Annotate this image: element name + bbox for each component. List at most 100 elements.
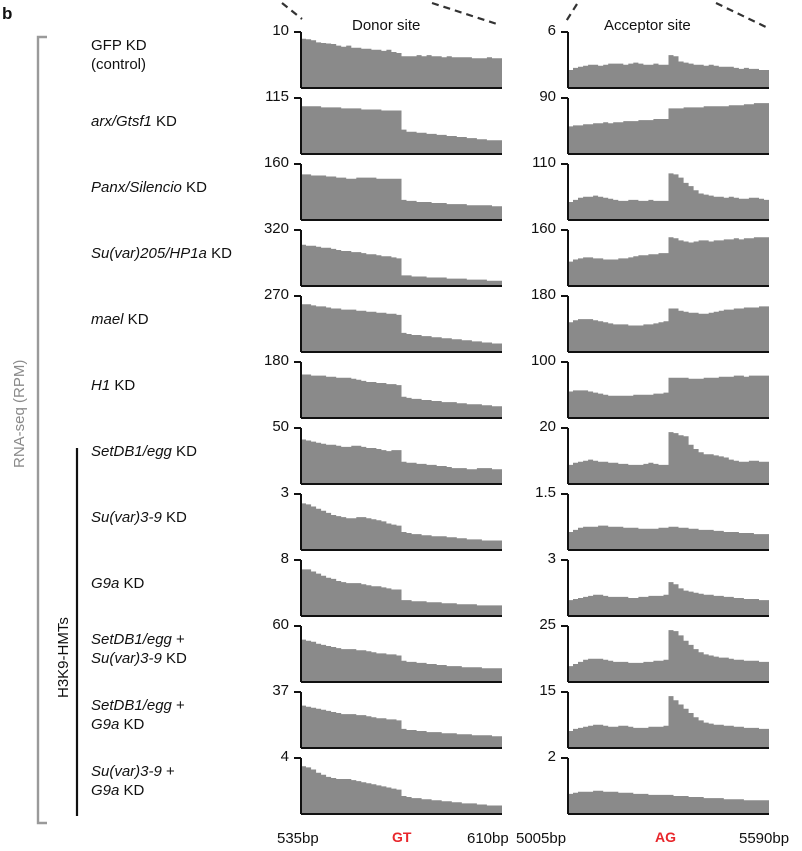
rna-seq-bracket xyxy=(36,35,47,825)
donor-coverage-area xyxy=(301,439,502,484)
row-label-line: SetDB1/egg KD xyxy=(91,442,197,461)
row-label-line: mael KD xyxy=(91,310,149,329)
acceptor-ymax-label: 90 xyxy=(539,88,556,105)
row-label: Su(var)205/HP1a KD xyxy=(91,244,232,263)
donor-coverage-area xyxy=(301,569,502,616)
acceptor-ymax-label: 180 xyxy=(530,286,556,303)
acceptor-ag-mark: AG xyxy=(655,829,676,845)
row-label-part: KD xyxy=(119,716,145,733)
row-label-part: KD xyxy=(119,782,145,799)
donor-ymax-label: 270 xyxy=(263,286,289,303)
y-axis-label: RNA-seq (RPM) xyxy=(11,359,28,468)
panel-label: b xyxy=(2,4,13,23)
acceptor-x-start: 5005bp xyxy=(516,830,567,847)
donor-ymax-label: 50 xyxy=(272,418,289,435)
donor-ymax-label: 3 xyxy=(280,484,289,501)
acceptor-ymax-label: 1.5 xyxy=(535,484,556,501)
acceptor-coverage-area xyxy=(568,790,769,814)
acceptor-zoom-line-left xyxy=(564,3,578,24)
row-label-line: Su(var)3-9 + xyxy=(91,762,175,781)
donor-zoom-line-left xyxy=(281,2,303,20)
donor-coverage-area xyxy=(301,766,502,814)
row-label-part: KD xyxy=(181,179,207,196)
row-label-part: Panx/Silencio xyxy=(91,179,182,196)
acceptor-ymax-label: 110 xyxy=(532,154,556,171)
row-label-line: Panx/Silencio KD xyxy=(91,178,207,197)
acceptor-zoom-line-right xyxy=(715,2,769,29)
donor-gt-mark: GT xyxy=(392,829,412,845)
row-label-line: G9a KD xyxy=(91,574,144,593)
acceptor-ymax-label: 6 xyxy=(547,22,556,39)
acceptor-ymax-label: 3 xyxy=(547,550,556,567)
row-label-line: Su(var)3-9 KD xyxy=(91,649,187,668)
row-label: SetDB1/egg KD xyxy=(91,442,197,461)
donor-ymax-label: 4 xyxy=(280,748,289,765)
row-label-part: KD xyxy=(151,113,177,130)
donor-coverage-area xyxy=(301,174,502,220)
row-label-part: KD xyxy=(161,650,187,667)
row-label-part: (control) xyxy=(91,56,147,73)
row-label-line: Su(var)205/HP1a KD xyxy=(91,244,232,263)
row-label-part: KD xyxy=(171,443,197,460)
row-label-part: KD xyxy=(123,311,149,328)
row-label-part: Su(var)205/HP1a xyxy=(91,245,207,262)
row-label-part: SetDB1/egg xyxy=(91,697,172,714)
row-label-part: H1 xyxy=(91,377,111,394)
acceptor-ymax-label: 15 xyxy=(539,682,556,699)
donor-ymax-label: 10 xyxy=(272,22,289,39)
row-label-part: G9a xyxy=(91,575,120,592)
donor-ymax-label: 320 xyxy=(263,220,289,237)
row-label-part: KD xyxy=(119,575,145,592)
row-label-part: G9a xyxy=(91,716,120,733)
acceptor-coverage-area xyxy=(568,103,769,154)
donor-coverage-area xyxy=(301,374,502,418)
row-label-line: SetDB1/egg + xyxy=(91,630,187,649)
acceptor-x-end: 5590bp xyxy=(739,830,790,847)
acceptor-ymax-label: 100 xyxy=(530,352,556,369)
row-label: Su(var)3-9 KD xyxy=(91,508,187,527)
donor-zoom-line-right xyxy=(431,1,501,27)
row-label: GFP KD (control) xyxy=(91,36,147,74)
row-label-line: GFP KD xyxy=(91,36,147,55)
donor-coverage-area xyxy=(301,304,502,352)
donor-ymax-label: 115 xyxy=(265,88,289,105)
donor-coverage-area xyxy=(301,503,502,550)
row-label: Su(var)3-9 + G9a KD xyxy=(91,762,175,800)
donor-ymax-label: 37 xyxy=(272,682,289,699)
acceptor-coverage-area xyxy=(568,306,769,352)
donor-coverage-area xyxy=(301,705,502,748)
acceptor-ymax-label: 25 xyxy=(539,616,556,633)
acceptor-coverage-area xyxy=(568,173,769,220)
donor-ymax-label: 160 xyxy=(263,154,289,171)
row-label: arx/Gtsf1 KD xyxy=(91,112,177,131)
acceptor-coverage-area xyxy=(568,582,769,616)
acceptor-ymax-label: 20 xyxy=(539,418,556,435)
row-label-part: + xyxy=(171,697,185,714)
row-label-part: Su(var)3-9 xyxy=(91,509,162,526)
acceptor-coverage-area xyxy=(568,630,769,682)
acceptor-coverage-area xyxy=(568,237,769,286)
acceptor-coverage-area xyxy=(568,375,769,418)
row-label-part: Su(var)3-9 xyxy=(91,650,162,667)
row-label-line: G9a KD xyxy=(91,781,175,800)
acceptor-coverage-area xyxy=(568,525,769,550)
acceptor-site-header: Acceptor site xyxy=(604,17,691,34)
donor-coverage-area xyxy=(301,639,502,682)
row-label-line: G9a KD xyxy=(91,715,185,734)
row-label-part: arx/Gtsf1 xyxy=(91,113,152,130)
row-label-part: G9a xyxy=(91,782,120,799)
row-label-part: KD xyxy=(110,377,136,394)
acceptor-ymax-label: 160 xyxy=(530,220,556,237)
row-label: G9a KD xyxy=(91,574,144,593)
donor-site-header: Donor site xyxy=(352,17,421,34)
donor-x-start: 535bp xyxy=(277,830,319,847)
row-label-line: Su(var)3-9 KD xyxy=(91,508,187,527)
row-label-part: Su(var)3-9 xyxy=(91,763,162,780)
donor-ymax-label: 60 xyxy=(272,616,289,633)
row-label-part: GFP KD xyxy=(91,37,147,54)
row-label-part: KD xyxy=(206,245,232,262)
row-label-part: SetDB1/egg xyxy=(91,631,172,648)
group-label: H3K9-HMTs xyxy=(55,617,72,698)
row-label-part: KD xyxy=(161,509,187,526)
